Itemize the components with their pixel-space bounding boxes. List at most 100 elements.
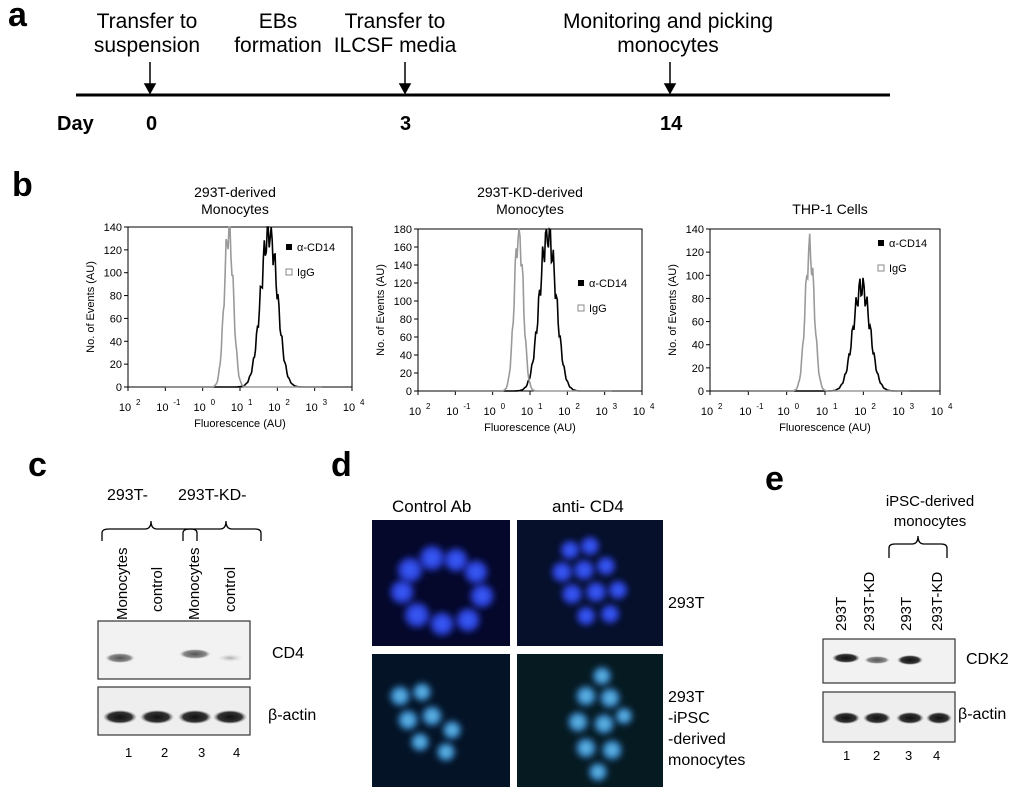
hist3-ytick-label: 40 xyxy=(692,340,704,352)
hist2-frame xyxy=(417,228,643,392)
arrow-day14 xyxy=(663,62,677,95)
hist2-ytick-label: 80 xyxy=(400,314,412,326)
hist3-ytick-label: 120 xyxy=(686,247,704,259)
timeline-axis xyxy=(76,62,890,97)
hist3-legend-igg-swatch xyxy=(877,264,885,272)
hist1-ytick-label: 20 xyxy=(110,359,122,371)
hist3-xtick-label: 10 xyxy=(854,406,866,418)
micro-col-anti-cd4: anti- CD4 xyxy=(552,497,624,516)
gel-e-lane-4: 293T-KD xyxy=(929,571,946,631)
gel-e-num-4: 4 xyxy=(933,748,941,763)
hist1-ytick-label: 60 xyxy=(110,313,122,325)
hist2-xtick-label: 10 xyxy=(596,406,608,418)
gel-c-brackets xyxy=(101,520,262,541)
hist1-xtick-label: 10 xyxy=(194,402,206,414)
hist1-ytick-label: 80 xyxy=(110,291,122,303)
hist1-ytick-label: 0 xyxy=(116,382,122,394)
micro-col-control: Control Ab xyxy=(392,497,472,516)
gel-c-lane-1: Monocytes xyxy=(114,547,131,620)
hist1-legend-igg: IgG xyxy=(297,267,315,279)
hist1-ytick-label: 140 xyxy=(104,222,122,234)
hist1-xtick-exp: 2 xyxy=(285,398,290,407)
hist3-title: THP-1 Cells xyxy=(755,201,905,218)
hist2-ytick-label: 20 xyxy=(400,368,412,380)
hist2-series-igg xyxy=(455,228,613,392)
hist3-legend-cd14: α-CD14 xyxy=(889,238,927,250)
hist2-title-line2: Monocytes xyxy=(496,201,564,217)
hist1-series-igg xyxy=(165,226,323,388)
gel-e-group: iPSC-derived monocytes xyxy=(885,493,975,530)
gel-c-cd4-blot xyxy=(97,620,251,680)
hist2-ytick-label: 180 xyxy=(394,224,412,236)
hist3-ytick-label: 80 xyxy=(692,293,704,305)
micro-image-grid xyxy=(372,520,663,787)
arrow-day3 xyxy=(398,62,412,95)
gel-e-row-cdk2: CDK2 xyxy=(966,651,1009,668)
micro-row-ipsc: 293T -iPSC -derived monocytes xyxy=(668,689,746,769)
hist3-series-igg xyxy=(748,233,910,392)
hist2-xtick-exp: 2 xyxy=(426,402,431,411)
hist3-xtick-label: 10 xyxy=(816,406,828,418)
gel-e-lane-1: 293T xyxy=(833,596,850,631)
gel-e-lane-3: 293T xyxy=(898,596,915,631)
gel-c-row-actin: β-actin xyxy=(268,707,317,724)
panel-letter-c: c xyxy=(28,446,47,484)
hist3-xlabel: Fluorescence (AU) xyxy=(779,422,871,434)
hist1-xtick-label: 10 xyxy=(343,402,355,414)
hist1-title: 293T-derived Monocytes xyxy=(160,184,310,218)
hist2-ytick-label: 140 xyxy=(394,260,412,272)
hist2-xtick-label: 10 xyxy=(484,406,496,418)
day-14: 14 xyxy=(660,113,683,135)
hist3-frame xyxy=(709,228,941,392)
gel-c-group-2: 293T-KD- xyxy=(178,487,247,504)
hist2-xtick-label: 10 xyxy=(521,406,533,418)
hist3-xtick-exp: 1 xyxy=(833,402,838,411)
hist2-ylabel: No. of Events (AU) xyxy=(375,264,387,356)
gel-c-num-4: 4 xyxy=(233,745,241,760)
hist3-title-line1: THP-1 Cells xyxy=(792,201,868,217)
gel-e-bracket xyxy=(888,535,948,558)
micro-anticd4-ipsc xyxy=(517,654,663,787)
panel-letter-d: d xyxy=(331,446,352,484)
hist2-xtick-exp: 0 xyxy=(501,402,506,411)
hist1-legend-igg-swatch xyxy=(285,268,293,276)
hist3-xtick-exp: 2 xyxy=(718,402,723,411)
hist2-legend-igg: IgG xyxy=(589,303,607,315)
gel-c-lane-4: control xyxy=(222,566,239,612)
hist3-xtick-exp: 4 xyxy=(948,402,953,411)
gel-e-num-2: 2 xyxy=(873,748,881,763)
hist2-legend-igg-swatch xyxy=(577,304,585,312)
timeline-step-4: Monitoring and picking monocytes xyxy=(562,10,774,57)
hist1-ytick-label: 100 xyxy=(104,268,122,280)
hist3-xtick-label: 10 xyxy=(701,406,713,418)
gel-e-num-3: 3 xyxy=(905,748,913,763)
hist2-ytick-label: 60 xyxy=(400,332,412,344)
hist1-ytick-label: 120 xyxy=(104,245,122,257)
hist1-xtick-exp: 3 xyxy=(323,398,328,407)
hist3-xtick-label: 10 xyxy=(739,406,751,418)
gel-c-blots xyxy=(97,620,251,736)
hist2-title-line1: 293T-KD-derived xyxy=(477,184,583,200)
hist3-xtick-label: 10 xyxy=(778,406,790,418)
hist1-xtick-exp: -1 xyxy=(173,398,181,407)
hist3-ytick-label: 140 xyxy=(686,224,704,236)
hist2-legend-cd14: α-CD14 xyxy=(589,278,627,290)
hist3-xtick-exp: -1 xyxy=(756,402,764,411)
hist1-ylabel: No. of Events (AU) xyxy=(85,261,97,353)
hist1-xtick-label: 10 xyxy=(306,402,318,414)
hist2-xtick-exp: 3 xyxy=(613,402,618,411)
day-3: 3 xyxy=(400,113,412,135)
micro-anticd4-293t xyxy=(517,520,663,646)
hist3-legend-igg: IgG xyxy=(889,263,907,275)
hist2-legend-cd14-swatch xyxy=(578,280,584,286)
panel-letter-b: b xyxy=(12,166,33,204)
hist3-series-cd14 xyxy=(748,277,910,392)
hist2-xtick-exp: -1 xyxy=(463,402,471,411)
gel-e-num-1: 1 xyxy=(843,748,851,763)
hist1-xtick-label: 10 xyxy=(268,402,280,414)
hist3-xtick-label: 10 xyxy=(893,406,905,418)
hist1-xlabel: Fluorescence (AU) xyxy=(194,418,286,430)
gel-c-group-1: 293T- xyxy=(107,487,148,504)
hist3-xtick-label: 10 xyxy=(931,406,943,418)
panel-letter-e: e xyxy=(765,460,784,498)
